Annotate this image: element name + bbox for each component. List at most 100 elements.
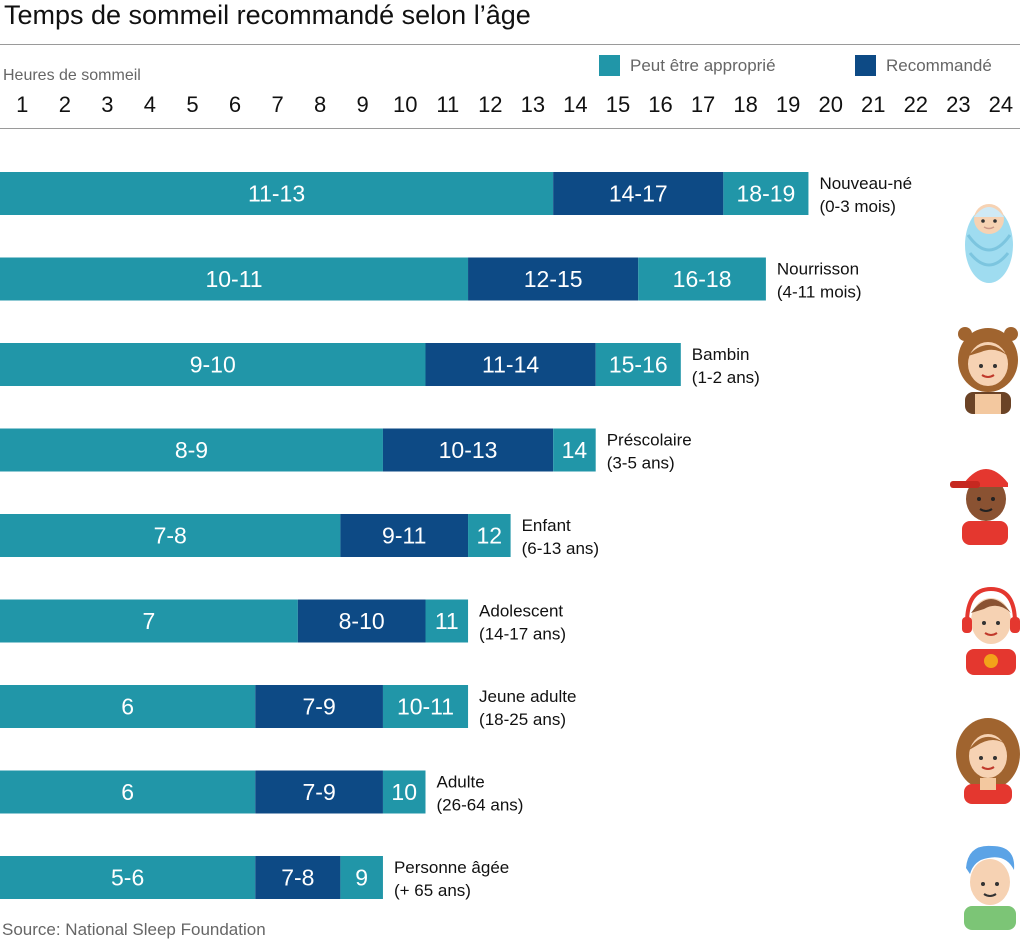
bar-segment xyxy=(0,599,298,643)
bar-segment xyxy=(0,514,341,557)
bar-segment-label: 15-16 xyxy=(609,352,668,378)
category-label: Adulte xyxy=(437,773,485,792)
teen-headphones-icon xyxy=(962,586,1020,675)
bar-segment-label: 6 xyxy=(121,779,134,805)
bar-segment-label: 5-6 xyxy=(111,865,144,891)
bar-segment-label: 14 xyxy=(562,437,588,463)
bar-segment xyxy=(0,685,256,728)
bar-segment xyxy=(0,856,256,899)
bar-segment xyxy=(255,770,383,814)
bar-segment-label: 8-9 xyxy=(175,437,208,463)
category-label: Enfant xyxy=(522,516,571,535)
bar-segment-label: 7-8 xyxy=(281,865,314,891)
x-tick-label: 2 xyxy=(58,92,71,117)
x-tick-label: 20 xyxy=(818,92,843,117)
category-age-range: (6-13 ans) xyxy=(522,539,599,558)
boy-red-cap-icon xyxy=(950,469,1008,545)
category-label: Bambin xyxy=(692,345,750,364)
x-tick-label: 4 xyxy=(143,92,157,117)
category-label: Personne âgée xyxy=(394,858,509,877)
legend-item-appropriate: Peut être approprié xyxy=(599,55,776,76)
category-age-range: (1-2 ans) xyxy=(692,368,760,387)
axis-label: Heures de sommeil xyxy=(3,67,141,84)
x-tick-label: 23 xyxy=(946,92,971,117)
baby-icon xyxy=(965,204,1013,283)
category-age-range: (14-17 ans) xyxy=(479,625,566,644)
bar-segment xyxy=(340,856,383,899)
category-label: Jeune adulte xyxy=(479,687,576,706)
legend-swatch-appropriate xyxy=(599,55,620,76)
bar-segment-label: 9 xyxy=(355,865,368,891)
legend-label-appropriate: Peut être approprié xyxy=(630,55,776,75)
x-tick-label: 17 xyxy=(690,92,716,117)
x-tick-label: 14 xyxy=(563,92,588,117)
bar-segment xyxy=(638,257,766,301)
x-tick-label: 12 xyxy=(478,92,503,117)
x-tick-label: 18 xyxy=(733,92,758,117)
bar-segment xyxy=(382,428,554,472)
x-tick-label: 3 xyxy=(101,92,114,117)
bar-segment xyxy=(553,428,596,472)
bar-segment-label: 7-8 xyxy=(154,523,187,549)
bar-segment xyxy=(340,514,469,557)
x-tick-label: 21 xyxy=(861,92,886,117)
legend-item-recommended: Recommandé xyxy=(855,55,992,76)
category-age-range: (4-11 mois) xyxy=(777,283,862,302)
bar-segment xyxy=(0,172,554,215)
bar-segment xyxy=(425,599,469,643)
x-tick-label: 8 xyxy=(314,92,327,117)
category-label: Nourrisson xyxy=(777,260,859,279)
bar-segment-label: 10 xyxy=(391,779,417,805)
legend-label-recommended: Recommandé xyxy=(886,55,992,75)
x-tick-label: 22 xyxy=(903,92,929,117)
x-tick-label: 16 xyxy=(648,92,673,117)
legend-swatch-recommended xyxy=(855,55,876,76)
bar-segment-label: 9-10 xyxy=(190,352,236,378)
x-tick-label: 7 xyxy=(271,92,284,117)
bar-segment xyxy=(297,599,426,643)
category-age-range: (26-64 ans) xyxy=(437,796,524,815)
bar-segment xyxy=(382,770,426,814)
bar-segment-label: 10-13 xyxy=(439,437,498,463)
bar-segment-label: 16-18 xyxy=(673,266,732,292)
x-tick-label: 6 xyxy=(228,92,242,117)
x-tick-label: 9 xyxy=(356,92,369,117)
x-tick-label: 15 xyxy=(605,92,631,117)
toddler-girl-icon xyxy=(958,327,1018,414)
chart-title: Temps de sommeil recommandé selon l’âge xyxy=(4,0,531,30)
source-note: Source: National Sleep Foundation xyxy=(2,920,266,939)
bar-segment xyxy=(255,856,341,899)
category-age-range: (0-3 mois) xyxy=(819,197,896,216)
title-divider xyxy=(0,44,1020,45)
x-tick-label: 10 xyxy=(392,92,418,117)
category-label: Préscolaire xyxy=(607,431,692,450)
category-age-range: (3-5 ans) xyxy=(607,454,675,473)
bar-segment-label: 12 xyxy=(477,523,503,549)
bar-segment-label: 10-11 xyxy=(397,694,454,720)
bar-segment xyxy=(553,172,724,215)
bar-segment-label: 12-15 xyxy=(524,266,583,292)
bar-segment xyxy=(595,343,681,386)
x-axis-line xyxy=(0,128,1020,129)
x-tick-label: 1 xyxy=(16,92,29,117)
bar-segment-label: 10-11 xyxy=(205,266,262,292)
bar-segment xyxy=(0,428,383,472)
bar-segment xyxy=(723,172,809,215)
elderly-man-icon xyxy=(964,845,1016,930)
bar-segment-label: 7 xyxy=(143,608,156,634)
bar-segment-label: 9-11 xyxy=(382,523,426,549)
category-age-range: (+ 65 ans) xyxy=(394,881,471,900)
x-tick-label: 24 xyxy=(988,92,1014,117)
x-tick-label: 11 xyxy=(436,92,460,117)
bar-segment xyxy=(0,770,256,814)
bar-segment-label: 11-13 xyxy=(248,181,305,207)
woman-icon xyxy=(956,718,1020,804)
category-age-range: (18-25 ans) xyxy=(479,710,566,729)
bar-segment xyxy=(0,257,469,301)
x-tick-label: 5 xyxy=(186,92,199,117)
x-tick-label: 19 xyxy=(775,92,801,117)
bar-segment xyxy=(468,514,511,557)
bar-segment-label: 14-17 xyxy=(609,181,668,207)
x-axis-ticks: 1 2 3 4 5 6 7 8 9 10 11 12 13 14 15 16 17 18 19 20 21 22 23 24 xyxy=(0,92,1024,122)
